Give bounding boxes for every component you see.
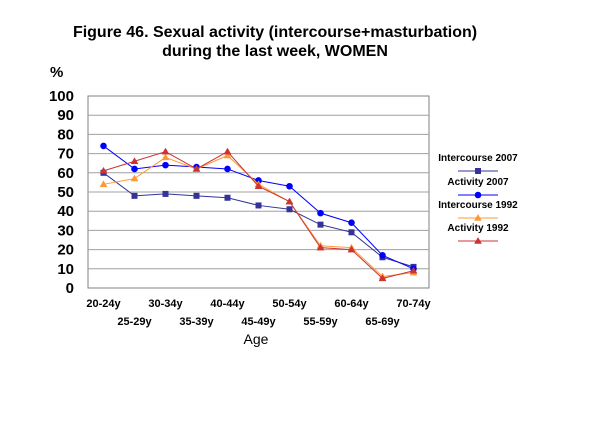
legend-swatch-marker xyxy=(474,214,482,221)
data-point xyxy=(161,153,170,161)
data-point xyxy=(409,266,418,274)
data-point xyxy=(348,219,355,227)
data-point xyxy=(254,182,263,189)
y-tick-label: 50 xyxy=(57,184,74,201)
data-point xyxy=(99,166,108,174)
chart-title-line-2: during the last week, WOMEN xyxy=(162,43,388,60)
legend-swatch-marker xyxy=(475,168,481,174)
data-point xyxy=(348,229,355,236)
y-tick-label: 70 xyxy=(57,146,74,163)
data-point xyxy=(223,151,232,159)
data-point xyxy=(100,142,107,150)
data-point xyxy=(192,164,201,172)
x-tick-label: 50-54y xyxy=(272,298,307,310)
data-point xyxy=(317,221,324,228)
x-tick-label: 60-64y xyxy=(334,298,369,310)
x-tick-label: 55-59y xyxy=(303,316,338,328)
x-tick-label: 45-49y xyxy=(241,316,276,328)
data-point xyxy=(193,192,200,199)
chart-title-line-1: Figure 46. Sexual activity (intercourse+… xyxy=(73,24,477,41)
data-point xyxy=(162,161,169,169)
data-point xyxy=(286,206,293,213)
data-point xyxy=(223,147,232,155)
legend-label: Activity 1992 xyxy=(447,223,509,234)
data-point xyxy=(130,157,139,165)
x-tick-label: 25-29y xyxy=(117,316,152,328)
y-tick-label: 90 xyxy=(57,107,74,124)
x-tick-label: 40-44y xyxy=(210,298,245,310)
data-point xyxy=(379,252,386,259)
y-tick-label: 0 xyxy=(66,280,74,297)
y-tick-label: 100 xyxy=(49,88,74,105)
data-point xyxy=(347,245,356,253)
legend-label: Intercourse 2007 xyxy=(438,153,518,164)
legend-label: Intercourse 1992 xyxy=(438,200,518,211)
data-point xyxy=(286,182,293,190)
data-point xyxy=(130,174,139,182)
data-point xyxy=(131,192,138,199)
y-tick-label: 40 xyxy=(57,203,74,220)
data-point xyxy=(285,197,294,205)
data-point xyxy=(317,209,324,217)
data-point xyxy=(99,180,108,188)
data-point xyxy=(161,147,170,155)
data-point xyxy=(378,274,387,282)
data-point xyxy=(224,165,231,173)
data-point xyxy=(162,190,169,197)
y-axis-label: % xyxy=(50,64,63,81)
y-tick-label: 20 xyxy=(57,242,74,259)
data-point xyxy=(316,243,325,251)
data-point xyxy=(224,194,231,201)
x-axis-label: Age xyxy=(244,331,269,347)
y-tick-label: 60 xyxy=(57,165,74,182)
legend-swatch-marker xyxy=(474,191,482,199)
y-tick-label: 80 xyxy=(57,126,74,143)
data-point xyxy=(131,165,138,173)
x-tick-label: 35-39y xyxy=(179,316,214,328)
legend-swatch-marker xyxy=(474,237,482,244)
x-tick-label: 70-74y xyxy=(396,298,431,310)
x-tick-label: 20-24y xyxy=(86,298,121,310)
x-tick-label: 65-69y xyxy=(365,316,400,328)
y-tick-label: 10 xyxy=(57,261,74,278)
legend-label: Activity 2007 xyxy=(447,177,509,188)
y-tick-label: 30 xyxy=(57,222,74,239)
x-tick-label: 30-34y xyxy=(148,298,183,310)
data-point xyxy=(255,202,262,209)
